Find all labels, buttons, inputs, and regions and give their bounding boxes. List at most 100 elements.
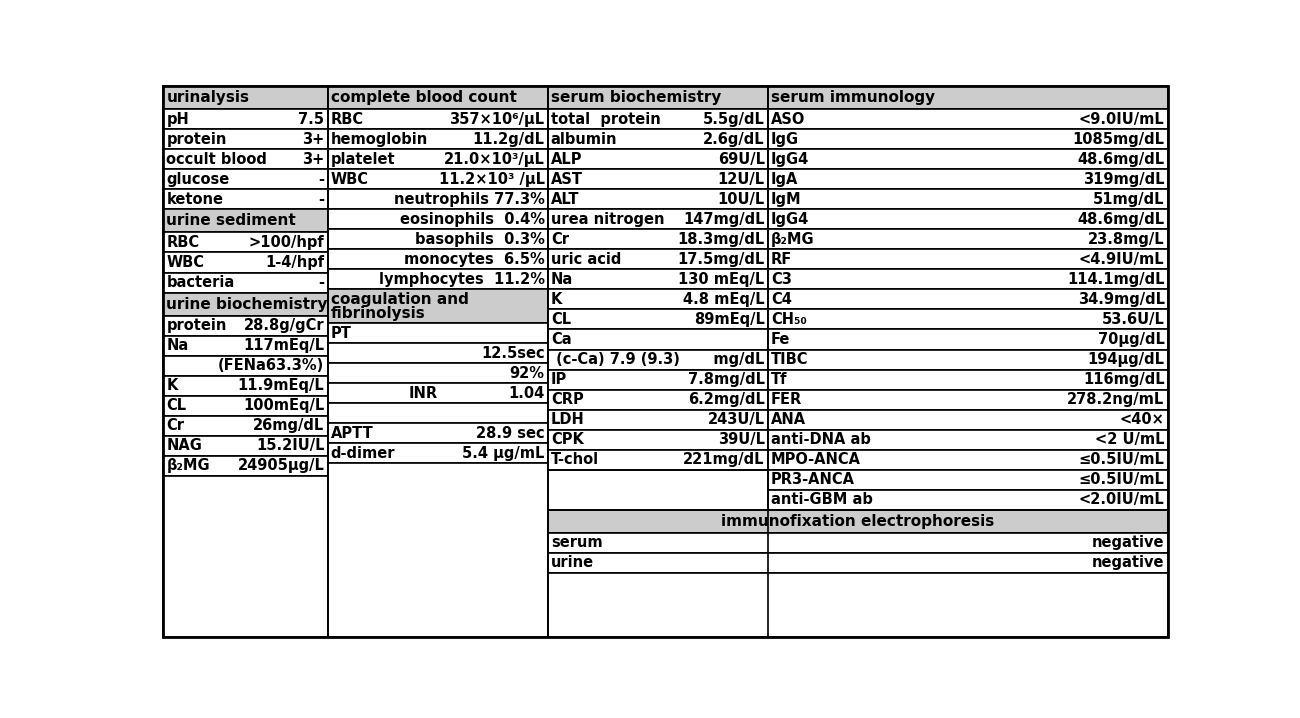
Bar <box>328 463 547 638</box>
Text: 130 mEq/L: 130 mEq/L <box>679 272 764 287</box>
Bar <box>547 573 1167 638</box>
Text: β₂MG: β₂MG <box>166 458 211 473</box>
Text: ALP: ALP <box>551 151 582 167</box>
Text: 3+: 3+ <box>302 132 325 146</box>
Text: 12U/L: 12U/L <box>718 172 764 187</box>
Text: IgA: IgA <box>771 172 798 187</box>
Text: PT: PT <box>330 326 351 341</box>
Text: ketone: ketone <box>166 192 224 207</box>
Text: 11.9mEq/L: 11.9mEq/L <box>238 378 325 393</box>
Bar <box>328 343 547 363</box>
Text: immunofixation electrophoresis: immunofixation electrophoresis <box>722 513 994 528</box>
Text: 70μg/dL: 70μg/dL <box>1097 332 1165 347</box>
Bar <box>164 416 328 436</box>
Text: urine: urine <box>551 555 594 570</box>
Text: 92%: 92% <box>510 366 545 381</box>
Text: 10U/L: 10U/L <box>718 192 764 207</box>
Bar <box>547 390 768 409</box>
Bar <box>547 229 768 249</box>
Text: ANA: ANA <box>771 412 806 427</box>
Text: 11.2g/dL: 11.2g/dL <box>473 132 545 146</box>
Text: AST: AST <box>551 172 582 187</box>
Text: Na: Na <box>551 272 573 287</box>
Bar <box>768 109 1167 129</box>
Text: Fe: Fe <box>771 332 790 347</box>
Text: 26mg/dL: 26mg/dL <box>254 418 325 433</box>
Text: 1085mg/dL: 1085mg/dL <box>1072 132 1165 146</box>
Text: 4.8 mEq/L: 4.8 mEq/L <box>682 292 764 307</box>
Bar <box>328 383 547 404</box>
Bar <box>328 363 547 383</box>
Bar <box>768 289 1167 309</box>
Bar <box>164 316 328 335</box>
Text: 89mEq/L: 89mEq/L <box>694 312 764 327</box>
Bar <box>328 109 547 129</box>
Text: 53.6U/L: 53.6U/L <box>1101 312 1165 327</box>
Bar <box>547 210 768 229</box>
Text: MPO-ANCA: MPO-ANCA <box>771 452 861 467</box>
Text: 117mEq/L: 117mEq/L <box>243 338 325 353</box>
Text: 243U/L: 243U/L <box>707 412 764 427</box>
Text: CRP: CRP <box>551 392 584 407</box>
Bar <box>547 149 768 169</box>
Text: 69U/L: 69U/L <box>718 151 764 167</box>
Bar <box>547 269 768 289</box>
Bar <box>164 210 328 233</box>
Bar <box>164 376 328 396</box>
Text: FER: FER <box>771 392 802 407</box>
Bar <box>768 449 1167 470</box>
Text: 21.0×10³/μL: 21.0×10³/μL <box>443 151 545 167</box>
Text: C4: C4 <box>771 292 792 307</box>
Text: INR: INR <box>408 386 438 401</box>
Bar <box>164 355 328 376</box>
Bar <box>328 229 547 249</box>
Text: 39U/L: 39U/L <box>718 432 764 447</box>
Text: -: - <box>318 172 325 187</box>
Text: TIBC: TIBC <box>771 352 809 367</box>
Text: d-dimer: d-dimer <box>330 446 395 461</box>
Text: LDH: LDH <box>551 412 585 427</box>
Text: Na: Na <box>166 338 188 353</box>
Text: glucose: glucose <box>166 172 230 187</box>
Text: (FENa63.3%): (FENa63.3%) <box>218 358 325 373</box>
Bar <box>164 292 328 316</box>
Text: T-chol: T-chol <box>551 452 599 467</box>
Bar <box>768 370 1167 390</box>
Bar <box>328 86 547 109</box>
Text: 147mg/dL: 147mg/dL <box>684 212 764 227</box>
Bar <box>547 289 768 309</box>
Bar <box>768 490 1167 510</box>
Bar <box>328 289 547 323</box>
Bar <box>547 409 768 429</box>
Bar <box>547 129 768 149</box>
Text: urea nitrogen: urea nitrogen <box>551 212 664 227</box>
Text: 28.8g/gCr: 28.8g/gCr <box>244 318 325 333</box>
Text: β₂MG: β₂MG <box>771 232 815 247</box>
Bar <box>328 444 547 463</box>
Text: fibrinolysis: fibrinolysis <box>330 307 425 322</box>
Text: negative: negative <box>1092 555 1165 570</box>
Text: occult blood: occult blood <box>166 151 268 167</box>
Text: RBC: RBC <box>330 112 364 127</box>
Text: RBC: RBC <box>166 235 199 250</box>
Text: C3: C3 <box>771 272 792 287</box>
Text: serum biochemistry: serum biochemistry <box>551 90 722 106</box>
Text: uric acid: uric acid <box>551 252 621 267</box>
Text: -: - <box>318 275 325 290</box>
Text: 7.8mg/dL: 7.8mg/dL <box>688 372 764 387</box>
Text: IP: IP <box>551 372 567 387</box>
Bar <box>328 404 547 424</box>
Bar <box>768 330 1167 350</box>
Text: <40×: <40× <box>1119 412 1165 427</box>
Text: negative: negative <box>1092 536 1165 550</box>
Text: 357×10⁶/μL: 357×10⁶/μL <box>450 112 545 127</box>
Text: complete blood count: complete blood count <box>330 90 516 106</box>
Text: anti-DNA ab: anti-DNA ab <box>771 432 871 447</box>
Bar <box>328 190 547 210</box>
Bar <box>328 129 547 149</box>
Text: 1-4/hpf: 1-4/hpf <box>265 255 325 270</box>
Text: 34.9mg/dL: 34.9mg/dL <box>1078 292 1165 307</box>
Bar <box>768 249 1167 269</box>
Bar <box>768 149 1167 169</box>
Text: K: K <box>551 292 562 307</box>
